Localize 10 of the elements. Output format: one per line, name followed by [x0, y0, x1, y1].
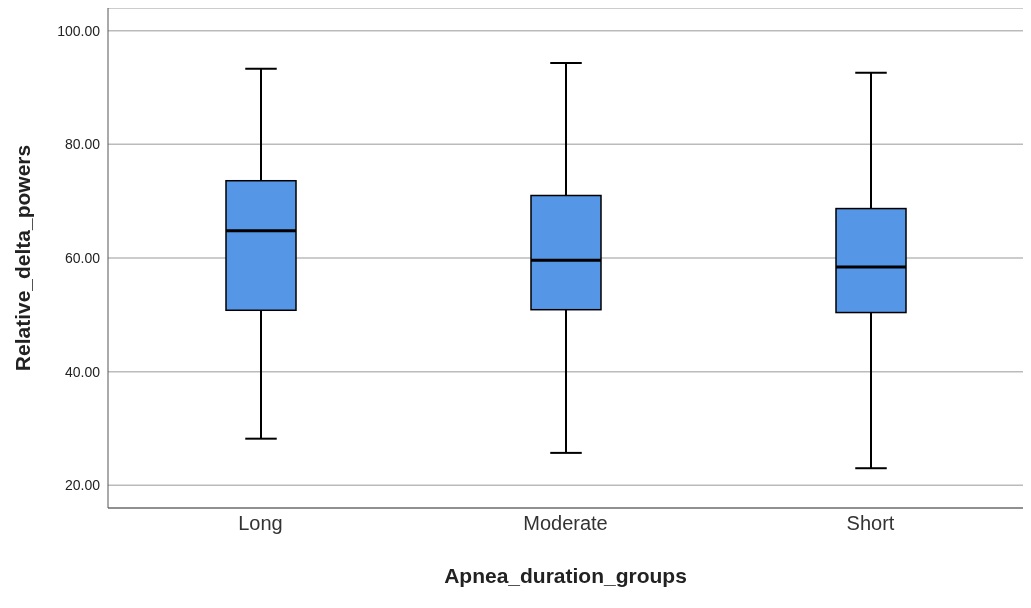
y-tick-label: 60.00: [64, 249, 101, 266]
x-axis-title: Apnea_duration_groups: [444, 564, 687, 587]
y-tick-label: 80.00: [64, 136, 101, 153]
x-tick-label: Short: [846, 512, 895, 535]
y-tick-label: 100.00: [57, 22, 101, 39]
y-axis-title: Relative_delta_powers: [11, 144, 35, 372]
y-tick-label: 20.00: [64, 477, 101, 494]
x-tick-label: Long: [238, 512, 283, 535]
y-tick-label: 40.00: [64, 363, 101, 380]
x-tick-label: Moderate: [523, 512, 608, 535]
